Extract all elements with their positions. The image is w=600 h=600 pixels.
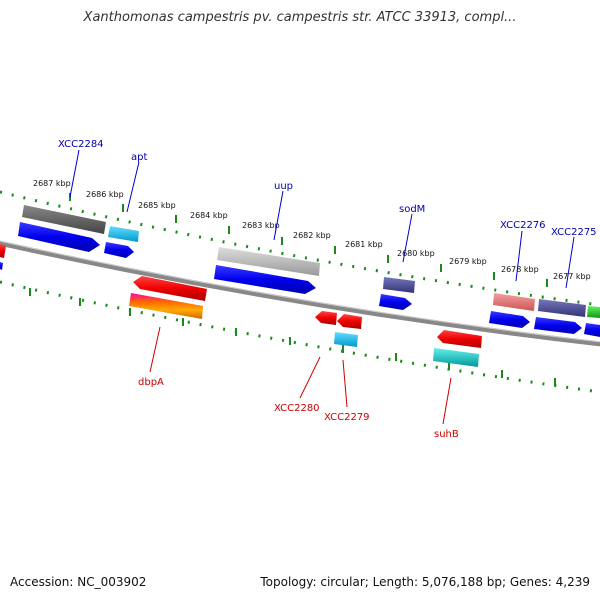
cds-feature-xcc2284[interactable] (18, 222, 100, 252)
cds-feature-uup[interactable] (214, 265, 316, 294)
scale-tick-label: 2681 kbp (345, 240, 383, 249)
feature-label-xcc2280[interactable]: XCC2280 (274, 403, 320, 414)
feature-label-uup[interactable]: uup (274, 181, 293, 192)
scale-tick-label: 2685 kbp (138, 201, 176, 210)
feature-label-xcc2275[interactable]: XCC2275 (551, 227, 597, 238)
gene-feature-xcc2276[interactable] (493, 293, 535, 311)
feature-label-xcc2284[interactable]: XCC2284 (58, 139, 104, 150)
feature-label-apt[interactable]: apt (131, 152, 147, 163)
map-title: Xanthomonas campestris pv. campestris st… (83, 10, 517, 25)
feature-label-suhb[interactable]: suhB (434, 429, 459, 440)
scale-tick-label: 2679 kbp (449, 257, 487, 266)
genome-summary-text: Topology: circular; Length: 5,076,188 bp… (260, 575, 590, 589)
genome-backbone-highlight (0, 240, 600, 343)
scale-tick-label: 2684 kbp (190, 211, 228, 220)
forward-callouts (69, 149, 575, 289)
cds-feature-right[interactable] (584, 323, 600, 337)
scale-tick-label: 2677 kbp (553, 272, 591, 281)
scale-tick-label: 2687 kbp (33, 179, 71, 188)
cds-feature-xcc2275[interactable] (534, 317, 582, 334)
gene-feature[interactable] (0, 244, 6, 258)
scale-tick-label: 2686 kbp (86, 190, 124, 199)
feature-label-dbpa[interactable]: dbpA (138, 377, 164, 388)
gene-feature-apt[interactable] (108, 226, 139, 242)
cds-feature-sodm[interactable] (379, 294, 412, 310)
feature-label-xcc2276[interactable]: XCC2276 (500, 220, 546, 231)
cds-feature-dbpa[interactable] (129, 293, 203, 319)
genome-backbone (0, 240, 600, 347)
feature-label-sodm[interactable]: sodM (399, 204, 425, 215)
scale-major-ticks-inner (29, 288, 556, 386)
gene-feature-suhb[interactable] (437, 330, 482, 348)
gene-feature-xcc2275[interactable] (538, 299, 586, 317)
feature-label-xcc2279[interactable]: XCC2279 (324, 412, 370, 423)
scale-tick-label: 2680 kbp (397, 249, 435, 258)
cds-feature-apt[interactable] (104, 242, 134, 258)
gene-feature-right[interactable] (587, 306, 600, 318)
gene-feature-dbpa[interactable] (133, 276, 207, 301)
gene-feature-sodm[interactable] (383, 277, 415, 293)
cds-feature-suhb[interactable] (433, 348, 479, 367)
gene-feature-uup[interactable] (217, 247, 320, 276)
scale-inner-dots (0, 280, 600, 394)
cds-feature-xcc2276[interactable] (489, 311, 530, 328)
gene-feature-xcc2284[interactable] (22, 205, 106, 234)
reverse-callouts (149, 326, 452, 425)
gene-feature-xcc2280[interactable] (315, 311, 337, 325)
accession-text: Accession: NC_003902 (10, 575, 147, 589)
gene-feature-xcc2279-a[interactable] (337, 314, 362, 329)
scale-tick-label: 2683 kbp (242, 221, 280, 230)
scale-tick-label: 2678 kbp (501, 265, 539, 274)
cds-feature-xcc2279[interactable] (334, 332, 358, 347)
scale-tick-label: 2682 kbp (293, 231, 331, 240)
cds-feature[interactable] (0, 262, 3, 270)
